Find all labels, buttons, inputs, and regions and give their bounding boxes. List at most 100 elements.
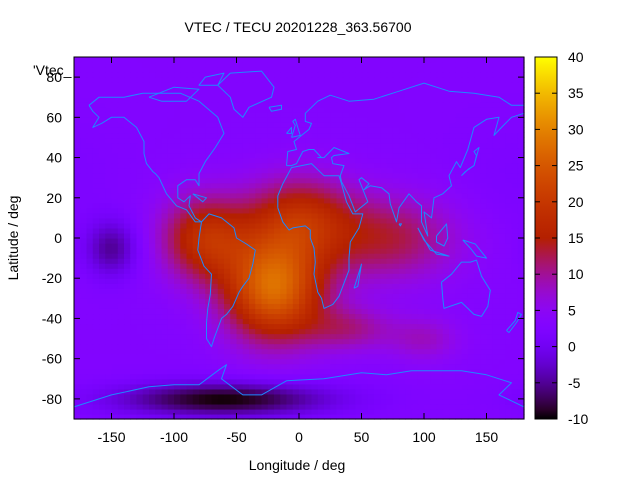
- heatmap-cell: [511, 323, 519, 330]
- heatmap-cell: [224, 393, 231, 400]
- heatmap-cell: [224, 137, 231, 144]
- heatmap-cell: [292, 323, 300, 330]
- heatmap-cell: [149, 318, 156, 325]
- heatmap-cell: [86, 147, 94, 154]
- heatmap-cell: [380, 283, 388, 289]
- heatmap-cell: [361, 318, 369, 325]
- heatmap-cell: [436, 288, 444, 294]
- heatmap-cell: [417, 383, 425, 390]
- heatmap-cell: [336, 162, 344, 169]
- heatmap-cell: [74, 162, 81, 169]
- heatmap-cell: [161, 142, 169, 149]
- heatmap-cell: [86, 142, 94, 149]
- heatmap-cell: [399, 222, 406, 229]
- heatmap-cell: [174, 278, 181, 284]
- heatmap-cell: [355, 152, 363, 159]
- heatmap-cell: [386, 353, 394, 360]
- heatmap-cell: [205, 122, 213, 128]
- heatmap-cell: [92, 207, 100, 214]
- heatmap-cell: [280, 192, 288, 199]
- heatmap-cell: [436, 268, 444, 274]
- heatmap-cell: [449, 333, 456, 340]
- heatmap-cell: [505, 353, 513, 360]
- heatmap-cell: [361, 72, 369, 78]
- heatmap-cell: [192, 358, 200, 365]
- heatmap-cell: [449, 102, 456, 108]
- heatmap-cell: [405, 268, 413, 274]
- heatmap-cell: [155, 253, 163, 259]
- heatmap-cell: [261, 388, 269, 395]
- heatmap-cell: [117, 353, 125, 360]
- heatmap-cell: [505, 293, 513, 299]
- heatmap-cell: [136, 363, 144, 370]
- heatmap-cell: [230, 117, 238, 123]
- heatmap-cell: [305, 368, 313, 375]
- heatmap-cell: [449, 388, 456, 395]
- heatmap-cell: [124, 413, 131, 420]
- heatmap-cell: [480, 328, 488, 335]
- heatmap-cell: [430, 363, 438, 370]
- heatmap-cell: [174, 373, 181, 380]
- heatmap-cell: [386, 187, 394, 194]
- heatmap-cell: [255, 157, 263, 164]
- heatmap-cell: [105, 413, 113, 420]
- heatmap-cell: [367, 368, 375, 375]
- heatmap-cell: [130, 132, 138, 139]
- heatmap-cell: [492, 157, 500, 164]
- heatmap-cell: [355, 343, 363, 350]
- heatmap-cell: [105, 187, 113, 194]
- heatmap-cell: [142, 112, 150, 118]
- heatmap-cell: [274, 182, 281, 189]
- heatmap-cell: [136, 348, 144, 355]
- heatmap-cell: [174, 383, 181, 390]
- heatmap-cell: [461, 167, 469, 174]
- heatmap-cell: [317, 273, 325, 279]
- heatmap-cell: [430, 157, 438, 164]
- heatmap-cell: [236, 348, 244, 355]
- heatmap-cell: [292, 273, 300, 279]
- heatmap-cell: [111, 338, 119, 345]
- heatmap-cell: [99, 308, 106, 315]
- heatmap-cell: [211, 368, 219, 375]
- heatmap-cell: [149, 308, 156, 315]
- heatmap-cell: [255, 273, 263, 279]
- heatmap-cell: [505, 243, 513, 249]
- heatmap-cell: [80, 363, 88, 370]
- heatmap-cell: [205, 227, 213, 234]
- heatmap-cell: [186, 343, 194, 350]
- heatmap-cell: [355, 378, 363, 385]
- heatmap-cell: [199, 157, 206, 164]
- heatmap-cell: [199, 318, 206, 325]
- heatmap-cell: [386, 318, 394, 325]
- heatmap-cell: [205, 212, 213, 219]
- heatmap-cell: [492, 117, 500, 123]
- heatmap-cell: [136, 268, 144, 274]
- heatmap-cell: [149, 207, 156, 214]
- heatmap-cell: [286, 398, 294, 405]
- heatmap-cell: [305, 388, 313, 395]
- heatmap-cell: [505, 192, 513, 199]
- heatmap-cell: [405, 107, 413, 113]
- heatmap-cell: [161, 177, 169, 184]
- heatmap-cell: [111, 177, 119, 184]
- heatmap-cell: [111, 197, 119, 204]
- heatmap-cell: [486, 152, 494, 159]
- heatmap-cell: [74, 132, 81, 139]
- heatmap-cell: [317, 243, 325, 249]
- heatmap-cell: [324, 408, 331, 415]
- heatmap-cell: [311, 383, 319, 390]
- heatmap-cell: [517, 383, 525, 390]
- heatmap-cell: [399, 187, 406, 194]
- heatmap-cell: [230, 97, 238, 103]
- heatmap-cell: [292, 92, 300, 98]
- heatmap-cell: [74, 258, 81, 264]
- heatmap-cell: [292, 408, 300, 415]
- heatmap-cell: [205, 278, 213, 284]
- heatmap-cell: [517, 373, 525, 380]
- heatmap-cell: [186, 373, 194, 380]
- heatmap-cell: [274, 222, 281, 229]
- heatmap-cell: [86, 127, 94, 134]
- heatmap-cell: [411, 363, 419, 370]
- heatmap-cell: [480, 358, 488, 365]
